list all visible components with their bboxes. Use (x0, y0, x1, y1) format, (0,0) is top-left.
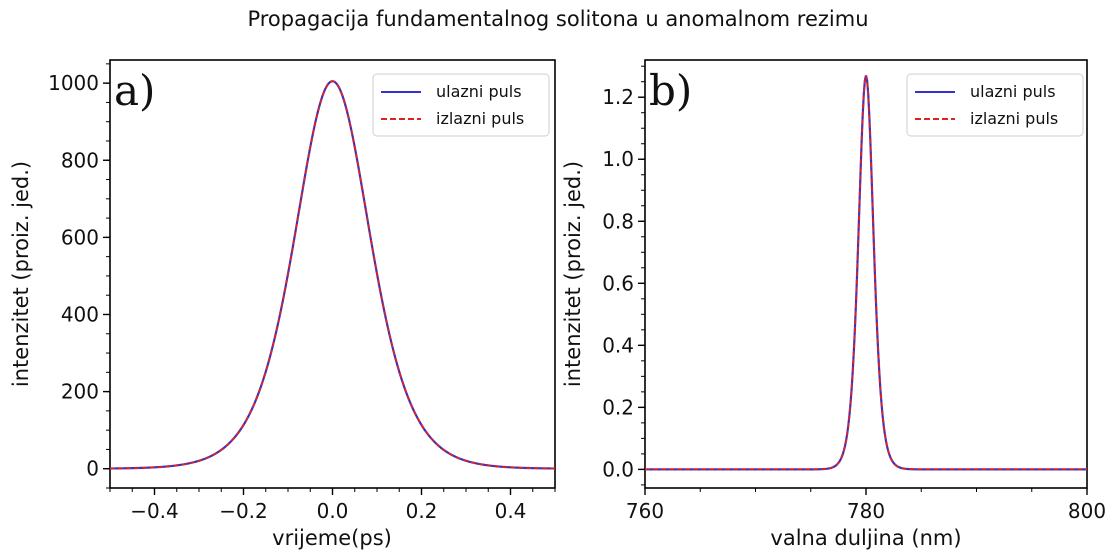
figure-title: Propagacija fundamentalnog solitona u an… (247, 7, 868, 31)
panel-b-legend-label-output: izlazni puls (970, 109, 1058, 128)
panel-b-ytick-label: 0.0 (602, 457, 634, 481)
panel-b-series-output (645, 75, 1087, 471)
panel-b-label: b) (649, 66, 692, 115)
panel-a: a) vrijeme(ps) intenzitet (proiz. jed.) … (9, 59, 556, 550)
panel-a-label: a) (114, 66, 155, 115)
panel-a-ytick-label: 800 (61, 148, 99, 172)
panel-b-ytick-label: 0.4 (602, 333, 634, 357)
panel-a-xtick-label: 0.0 (317, 499, 349, 523)
panel-b-xlabel: valna duljina (nm) (770, 526, 961, 550)
panel-a-xtick-label: 0.4 (495, 499, 527, 523)
panel-a-ticks: −0.4 −0.2 0.0 0.2 0.4 0 200 400 600 800 1000 (48, 63, 556, 523)
panel-b: b) valna duljina (nm) intenzitet (proiz.… (561, 59, 1106, 550)
panel-a-series-output (109, 80, 556, 470)
panel-b-curves (645, 75, 1087, 471)
panel-a-ytick-label: 400 (61, 302, 99, 326)
panel-a-ytick-label: 200 (61, 380, 99, 404)
panel-a-xtick-label: −0.2 (219, 499, 268, 523)
panel-b-legend-label-input: ulazni puls (970, 82, 1056, 101)
panel-a-ytick-label: 0 (86, 457, 99, 481)
panel-a-xtick-label: 0.2 (406, 499, 438, 523)
panel-a-series-input (109, 80, 556, 470)
panel-a-legend: ulazni puls izlazni puls (372, 73, 550, 137)
panel-a-ytick-label: 1000 (48, 71, 99, 95)
panel-b-xtick-label: 800 (1068, 499, 1106, 523)
panel-b-ytick-label: 0.6 (602, 271, 634, 295)
panel-b-legend-box (906, 73, 1084, 137)
panel-a-legend-label-output: izlazni puls (436, 109, 524, 128)
panel-b-xtick-label: 780 (847, 499, 885, 523)
panel-b-ytick-label: 1.0 (602, 147, 634, 171)
panel-b-ticks: 760 780 800 0.0 0.2 0.4 0.6 0.8 1.0 1.2 (602, 65, 1106, 523)
panel-b-ytick-label: 0.8 (602, 209, 634, 233)
panel-b-xtick-label: 760 (626, 499, 664, 523)
panel-b-ytick-label: 0.2 (602, 395, 634, 419)
panel-a-ylabel: intenzitet (proiz. jed.) (9, 161, 33, 387)
panel-b-ytick-label: 1.2 (602, 85, 634, 109)
panel-a-xlabel: vrijeme(ps) (272, 526, 392, 550)
panel-b-ylabel: intenzitet (proiz. jed.) (561, 161, 585, 387)
panel-a-legend-box (372, 73, 550, 137)
panel-a-legend-label-input: ulazni puls (436, 82, 522, 101)
panel-a-curves (109, 80, 556, 470)
panel-a-ytick-label: 600 (61, 225, 99, 249)
panel-b-legend: ulazni puls izlazni puls (906, 73, 1084, 137)
panel-a-xtick-label: −0.4 (130, 499, 179, 523)
